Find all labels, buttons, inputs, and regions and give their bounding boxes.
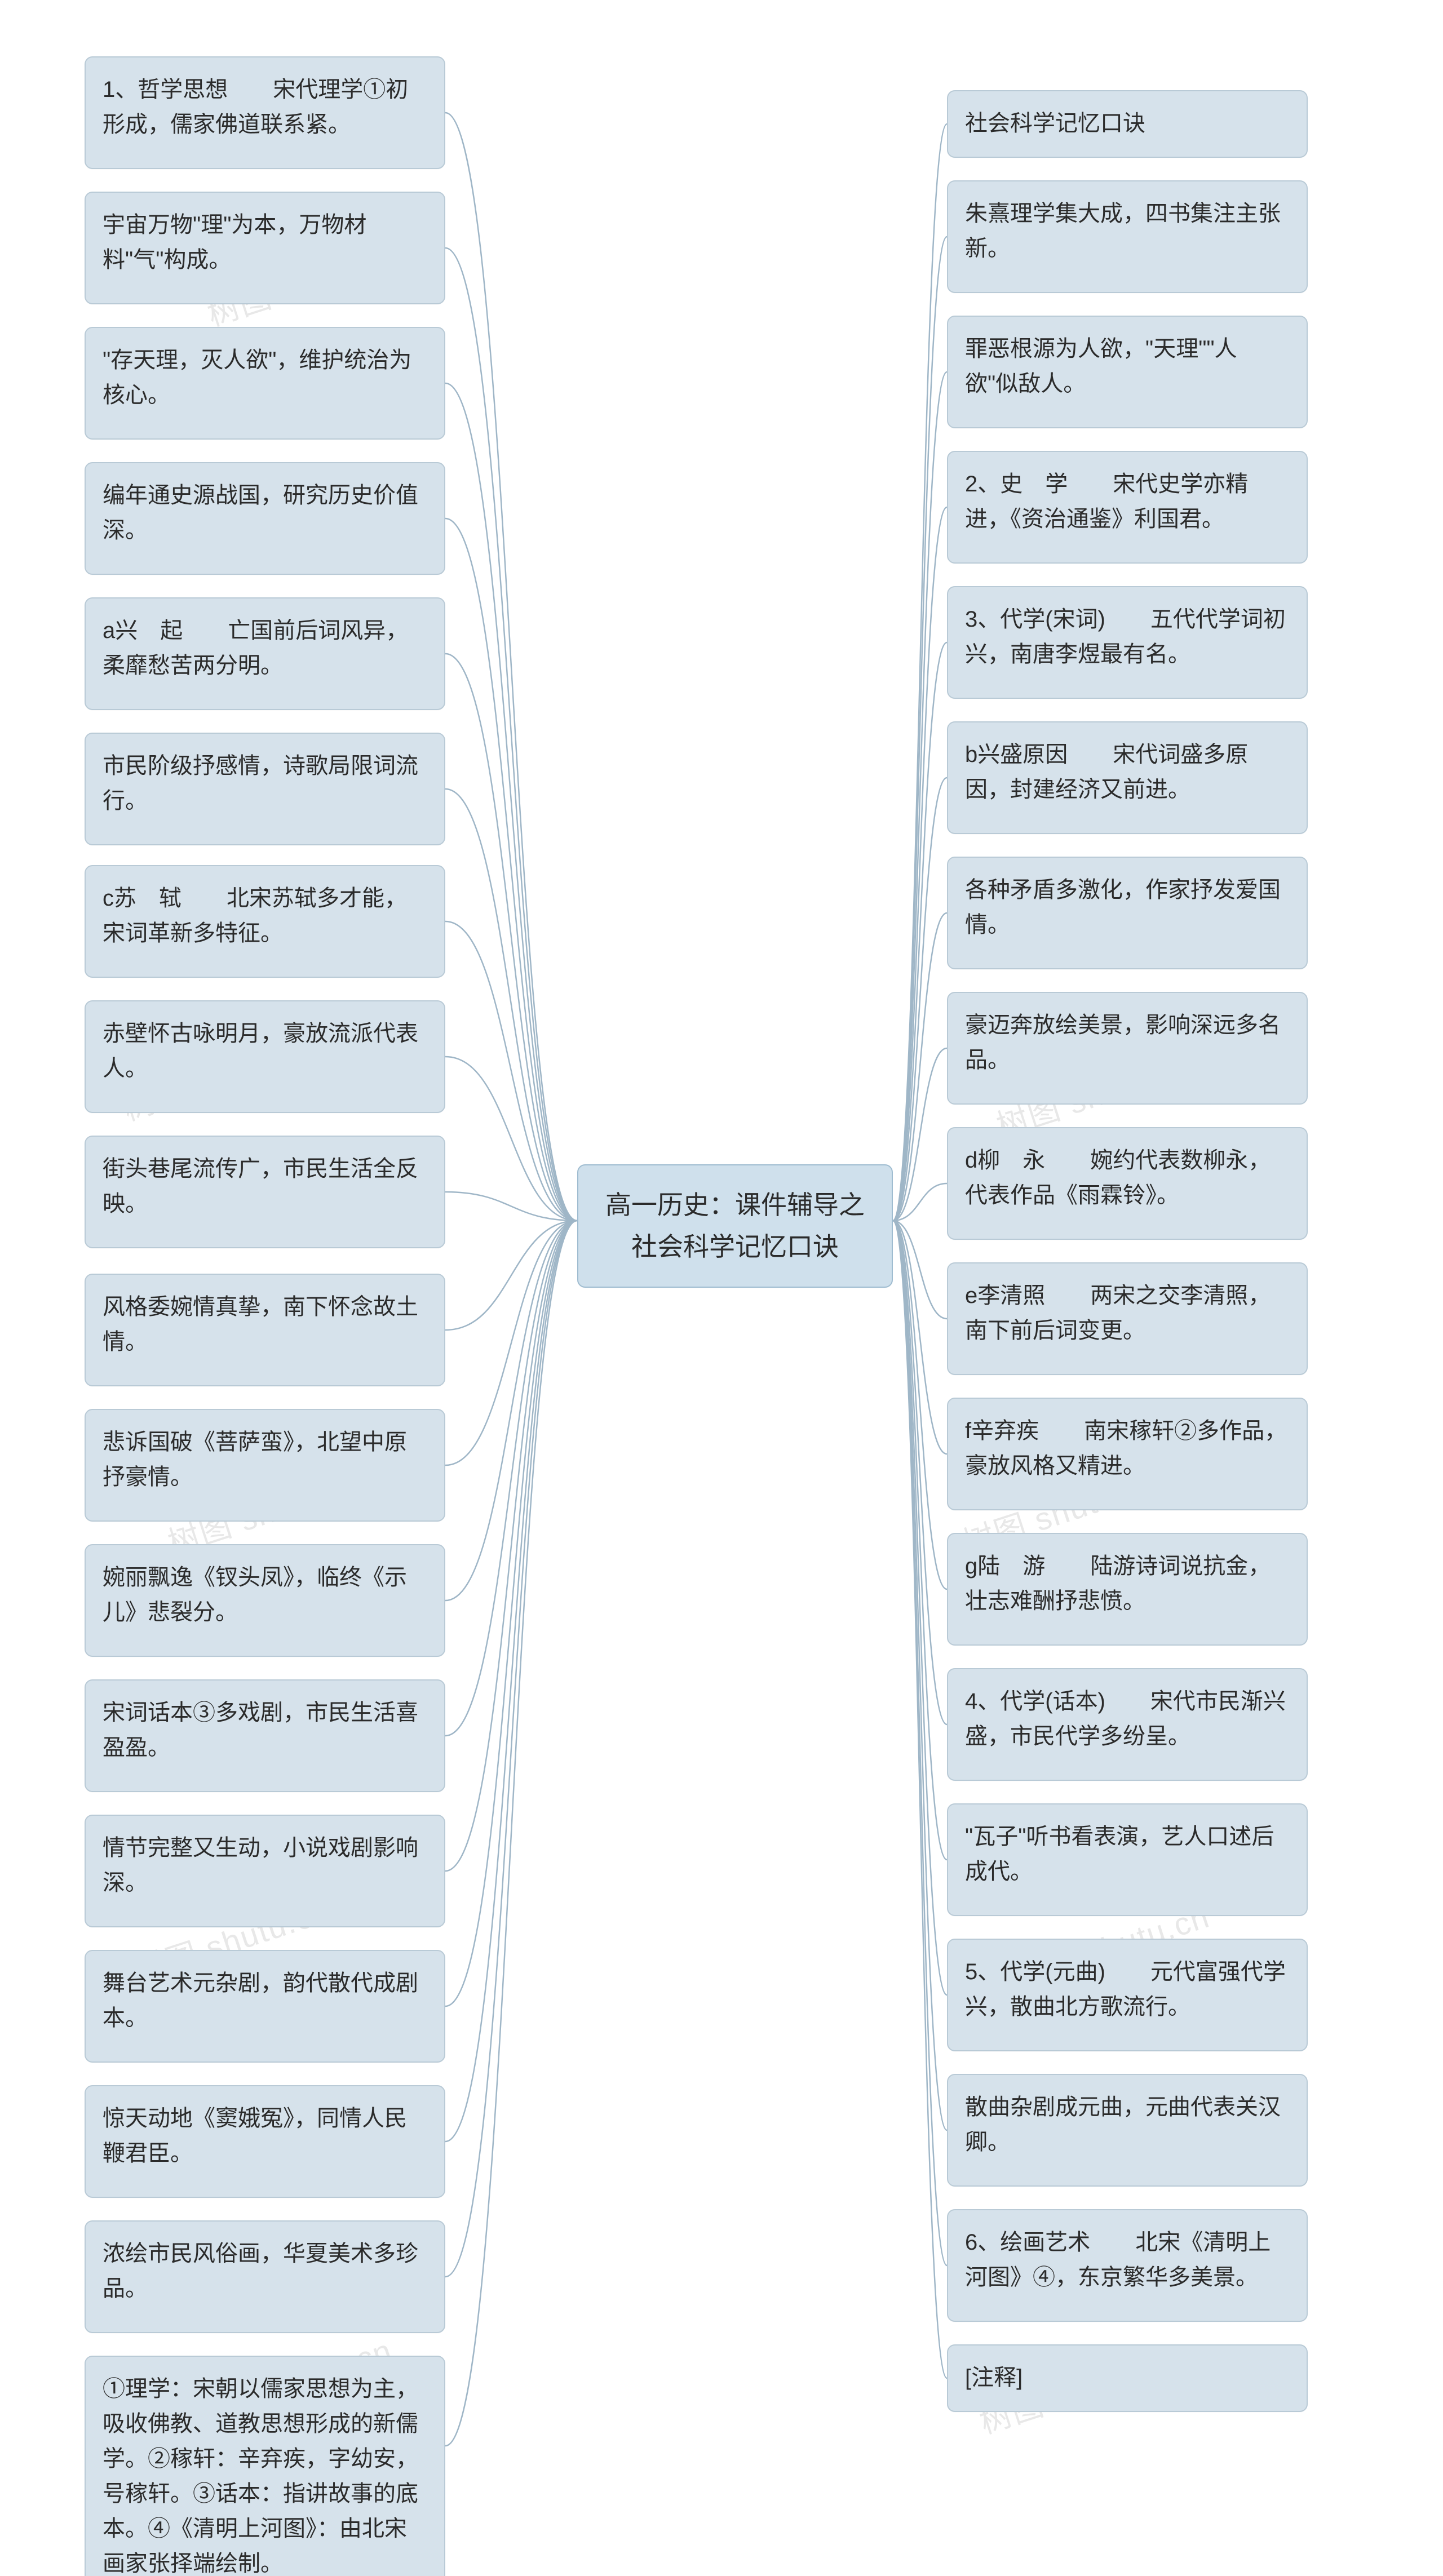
left-node: 婉丽飘逸《钗头凤》，临终《示儿》悲裂分。 (85, 1544, 445, 1657)
right-node: 豪迈奔放绘美景，影响深远多名品。 (947, 992, 1308, 1105)
left-node: 赤壁怀古咏明月，豪放流派代表人。 (85, 1000, 445, 1113)
right-node: b兴盛原因 宋代词盛多原因，封建经济又前进。 (947, 721, 1308, 834)
right-node: 朱熹理学集大成，四书集注主张新。 (947, 180, 1308, 293)
right-node: 4、代学(话本) 宋代市民渐兴盛，市民代学多纷呈。 (947, 1668, 1308, 1781)
left-node: 情节完整又生动，小说戏剧影响深。 (85, 1815, 445, 1927)
right-node: d柳 永 婉约代表数柳永，代表作品《雨霖铃》。 (947, 1127, 1308, 1240)
left-node: c苏 轼 北宋苏轼多才能，宋词革新多特征。 (85, 865, 445, 978)
left-node: 编年通史源战国，研究历史价值深。 (85, 462, 445, 575)
left-node: 风格委婉情真挚，南下怀念故土情。 (85, 1274, 445, 1386)
left-node: 悲诉国破《菩萨蛮》，北望中原抒豪情。 (85, 1409, 445, 1522)
left-node: 惊天动地《窦娥冤》，同情人民鞭君臣。 (85, 2085, 445, 2198)
left-node: ①理学：宋朝以儒家思想为主，吸收佛教、道教思想形成的新儒学。②稼轩：辛弃疾，字幼… (85, 2356, 445, 2576)
left-node: "存天理，灭人欲"，维护统治为核心。 (85, 327, 445, 440)
center-node: 高一历史：课件辅导之社会科学记忆口诀 (577, 1164, 893, 1288)
right-node: 散曲杂剧成元曲，元曲代表关汉卿。 (947, 2074, 1308, 2187)
right-node: 6、绘画艺术 北宋《清明上河图》④，东京繁华多美景。 (947, 2209, 1308, 2322)
right-node: 3、代学(宋词) 五代代学词初兴，南唐李煜最有名。 (947, 586, 1308, 699)
left-node: 舞台艺术元杂剧，韵代散代成剧本。 (85, 1950, 445, 2063)
left-node: a兴 起 亡国前后词风异，柔靡愁苦两分明。 (85, 597, 445, 710)
left-node: 浓绘市民风俗画，华夏美术多珍品。 (85, 2220, 445, 2333)
right-node: f辛弃疾 南宋稼轩②多作品，豪放风格又精进。 (947, 1398, 1308, 1510)
right-node: 社会科学记忆口诀 (947, 90, 1308, 158)
left-node: 街头巷尾流传广，市民生活全反映。 (85, 1136, 445, 1248)
left-node: 市民阶级抒感情，诗歌局限词流行。 (85, 733, 445, 845)
left-node: 宋词话本③多戏剧，市民生活喜盈盈。 (85, 1679, 445, 1792)
right-node: 罪恶根源为人欲，"天理""人欲"似敌人。 (947, 316, 1308, 428)
left-node: 宇宙万物"理"为本，万物材料"气"构成。 (85, 192, 445, 304)
right-node: "瓦子"听书看表演，艺人口述后成代。 (947, 1803, 1308, 1916)
right-node: g陆 游 陆游诗词说抗金，壮志难酬抒悲愤。 (947, 1533, 1308, 1646)
left-node: 1、哲学思想 宋代理学①初形成，儒家佛道联系紧。 (85, 56, 445, 169)
right-node: e李清照 两宋之交李清照，南下前后词变更。 (947, 1262, 1308, 1375)
right-node: 2、史 学 宋代史学亦精进，《资治通鉴》利国君。 (947, 451, 1308, 564)
right-node: 各种矛盾多激化，作家抒发爱国情。 (947, 857, 1308, 969)
right-node: [注释] (947, 2344, 1308, 2412)
mindmap-canvas: 1、哲学思想 宋代理学①初形成，儒家佛道联系紧。宇宙万物"理"为本，万物材料"气… (0, 0, 1443, 2576)
right-node: 5、代学(元曲) 元代富强代学兴，散曲北方歌流行。 (947, 1939, 1308, 2051)
